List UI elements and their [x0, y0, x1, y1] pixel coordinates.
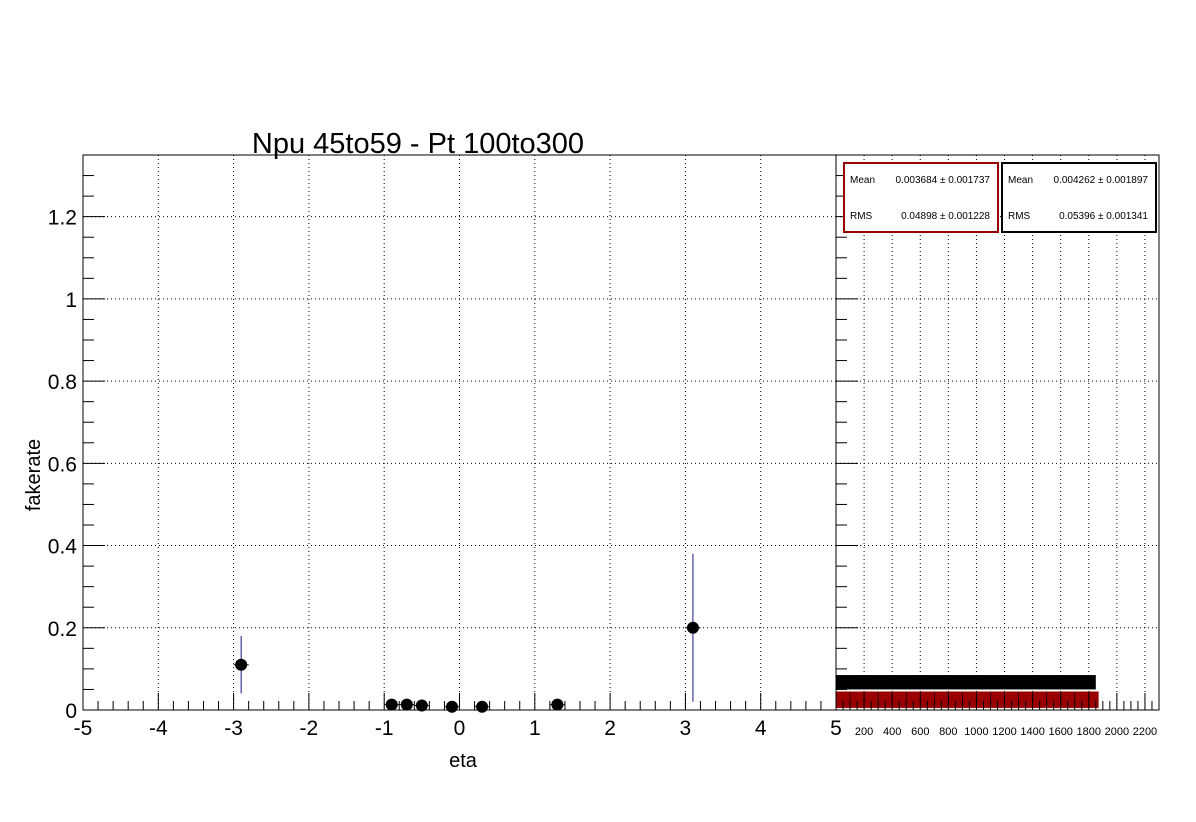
data-point — [445, 700, 458, 713]
x-tick-label: 3 — [680, 717, 692, 740]
main-plot-frame — [82, 154, 837, 711]
side-x-tick-label: 600 — [911, 726, 929, 738]
data-point — [476, 700, 489, 713]
y-tick-label: 0 — [65, 700, 77, 723]
side-x-tick-label: 200 — [855, 726, 873, 738]
stats-black-mean-value: 0.004262 ± 0.001897 — [1054, 175, 1149, 186]
stats-black-rms-label: RMS — [1008, 211, 1031, 222]
side-x-tick-label: 1000 — [964, 726, 988, 738]
stats-black-mean-label: Mean — [1008, 175, 1033, 186]
side-x-tick-label: 1600 — [1048, 726, 1072, 738]
side-x-tick-labels: 200 400 600 800 1000 1200 1400 1600 1800 2000 2200 — [855, 726, 1157, 738]
side-x-tick-label: 400 — [883, 726, 901, 738]
data-points — [233, 553, 701, 713]
x-tick-labels: -5 -4 -3 -2 -1 0 1 2 3 4 5 — [74, 717, 842, 740]
y-axis-label: fakerate — [23, 439, 45, 511]
x-tick-label: -5 — [74, 717, 93, 740]
x-axis-label: eta — [449, 750, 478, 772]
y-tick-label: 0.6 — [48, 453, 77, 476]
main-grid — [83, 155, 836, 710]
x-tick-label: 0 — [454, 717, 466, 740]
x-tick-label: 2 — [604, 717, 616, 740]
stats-red-mean-label: Mean — [850, 175, 875, 186]
side-x-tick-label: 1800 — [1077, 726, 1101, 738]
side-plot-frame — [835, 154, 1160, 711]
data-point — [415, 699, 428, 712]
y-tick-label: 0.8 — [48, 371, 77, 394]
stats-red-mean-value: 0.003684 ± 0.001737 — [896, 175, 991, 186]
stats-box-black: Mean 0.004262 ± 0.001897 RMS 0.05396 ± 0… — [1001, 162, 1157, 233]
stats-red-rms-value: 0.04898 ± 0.001228 — [901, 211, 990, 222]
side-x-tick-label: 2200 — [1133, 726, 1157, 738]
side-bar-black — [836, 675, 1096, 690]
y-tick-label: 0.4 — [48, 536, 78, 559]
side-grid — [836, 155, 1159, 710]
x-tick-label: -4 — [149, 717, 168, 740]
x-tick-label: -1 — [375, 717, 394, 740]
x-tick-label: 5 — [830, 717, 842, 740]
stats-red-rms-label: RMS — [850, 211, 873, 222]
x-tick-label: -3 — [224, 717, 243, 740]
chart-title: Npu 45to59 - Pt 100to300 — [252, 128, 584, 160]
y-tick-labels: 0 0.2 0.4 0.6 0.8 1 1.2 — [48, 207, 78, 723]
main-axis-ticks — [82, 154, 837, 711]
y-tick-label: 1.2 — [48, 207, 77, 230]
x-tick-label: 1 — [529, 717, 541, 740]
side-bars — [836, 675, 1099, 708]
side-x-tick-label: 2000 — [1105, 726, 1129, 738]
side-x-tick-label: 1200 — [992, 726, 1016, 738]
stats-black-rms-value: 0.05396 ± 0.001341 — [1059, 211, 1148, 222]
stats-box-red: Mean 0.003684 ± 0.001737 RMS 0.04898 ± 0… — [843, 162, 999, 233]
y-tick-label: 1 — [65, 289, 77, 312]
data-point — [400, 698, 413, 711]
y-tick-label: 0.2 — [48, 618, 77, 641]
x-tick-label: 4 — [755, 717, 767, 740]
side-bar-red — [836, 691, 1099, 708]
data-point — [551, 698, 564, 711]
side-x-tick-label: 800 — [939, 726, 957, 738]
x-tick-label: -2 — [300, 717, 319, 740]
data-point — [686, 621, 699, 634]
side-axis-ticks — [836, 154, 1153, 710]
data-point — [235, 658, 248, 671]
side-x-tick-label: 1400 — [1020, 726, 1044, 738]
data-point — [385, 698, 398, 711]
